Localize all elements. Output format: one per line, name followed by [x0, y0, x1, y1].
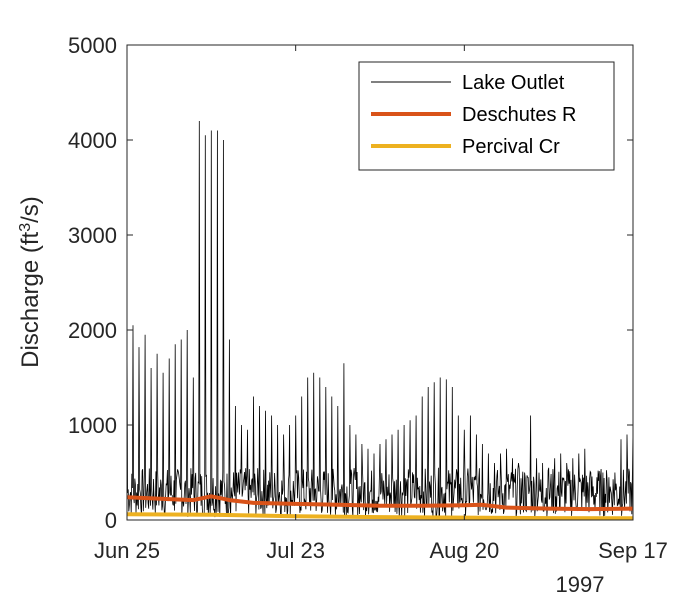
series-line-deschutes-r	[126, 494, 634, 512]
axes-box	[126, 44, 634, 521]
y-tick-label: 4000	[68, 128, 117, 153]
legend-entry-label: Lake Outlet	[462, 72, 565, 94]
x-tick-label: Sep 17	[598, 538, 668, 563]
series-line-lake-outlet	[126, 120, 634, 518]
y-tick-label: 1000	[68, 413, 117, 438]
x-tick-label: Aug 20	[429, 538, 499, 563]
legend-entry-label: Deschutes R	[462, 104, 577, 126]
y-tick-label: 2000	[68, 318, 117, 343]
axis-layer: 0 1000 2000 3000 4000 5000 Jun 25 Jul 23 Aug 20 S…	[68, 33, 668, 563]
x-tick-label: Jul 23	[266, 538, 325, 563]
series-layer	[126, 120, 634, 521]
y-tick-label: 5000	[68, 33, 117, 58]
legend-entry-label: Percival Cr	[462, 136, 560, 158]
x-tick-label: Jun 25	[94, 538, 160, 563]
x-year-label: 1997	[556, 572, 605, 597]
legend: Lake Outlet Deschutes R Percival Cr	[358, 61, 615, 171]
series-line-percival-cr	[126, 512, 634, 521]
y-tick-label: 0	[105, 508, 117, 533]
y-axis-label: Discharge (ft3/s)	[17, 196, 45, 368]
y-tick-label: 3000	[68, 223, 117, 248]
